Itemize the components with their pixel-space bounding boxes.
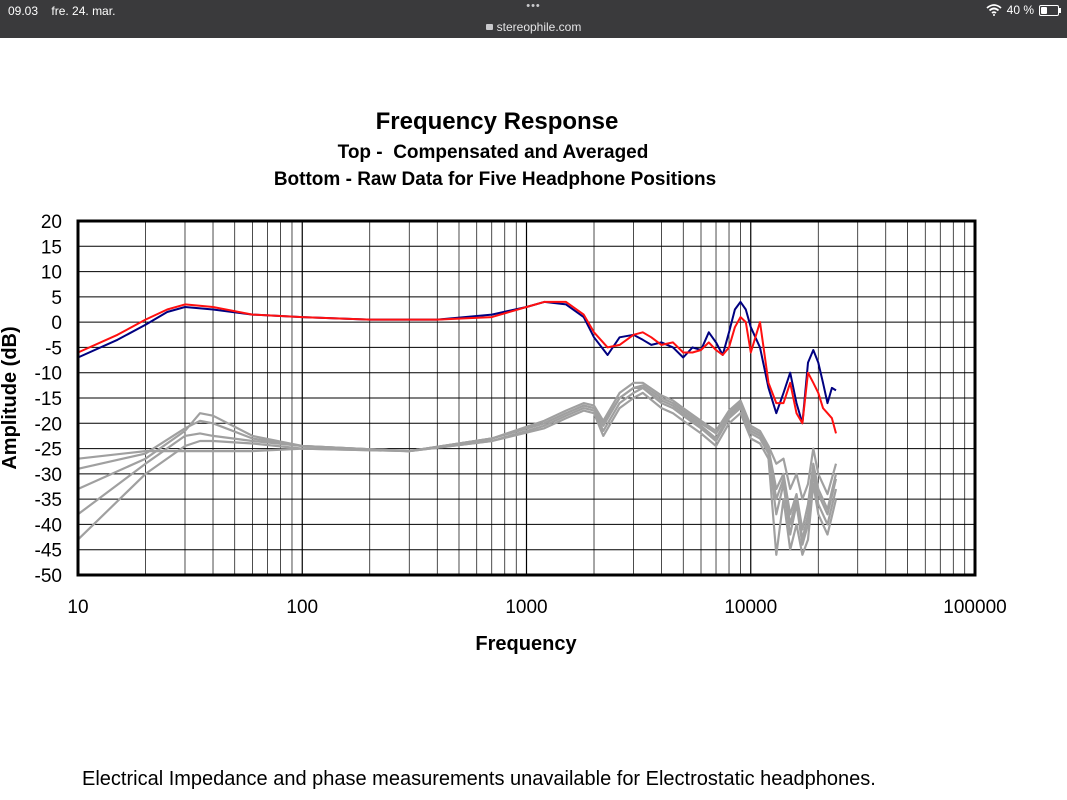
compensated-series-line (77, 300, 837, 425)
chart-grid (77, 220, 975, 576)
x-tick-label: 100000 (943, 597, 1006, 618)
x-axis-label: Frequency (475, 633, 577, 655)
chart-series (77, 300, 838, 556)
y-tick-label: -25 (35, 440, 62, 461)
compensated-series-line (77, 300, 837, 434)
y-tick-label: -45 (35, 541, 62, 562)
y-tick-label: -5 (45, 338, 62, 359)
status-right: 40 % (986, 3, 1061, 17)
y-tick-label: 5 (51, 288, 62, 309)
raw-series-line (77, 384, 838, 531)
y-axis-label: Amplitude (dB) (0, 326, 21, 469)
y-tick-label: 20 (41, 212, 62, 233)
chart-subtitle-top: Top - Compensated and Averaged (338, 142, 649, 163)
x-tick-label: 100 (286, 597, 318, 618)
y-tick-label: -20 (35, 414, 62, 435)
y-tick-label: -35 (35, 490, 62, 511)
status-date: fre. 24. mar. (51, 4, 116, 18)
status-bar: 09.03 fre. 24. mar. ••• stereophile.com … (0, 0, 1067, 38)
raw-series-line (77, 386, 838, 541)
status-time: 09.03 (8, 4, 39, 18)
x-axis-ticks: 10 100 1000 10000 100000 (67, 597, 1006, 618)
battery-percent: 40 % (1006, 3, 1034, 17)
chart-title: Frequency Response (376, 108, 619, 135)
multitask-dots-icon[interactable]: ••• (526, 0, 541, 12)
y-tick-label: 0 (51, 313, 62, 334)
address-bar[interactable]: stereophile.com (0, 20, 1067, 34)
raw-series-line (77, 386, 838, 546)
y-axis-ticks: 20 15 10 5 0 -5 -10 -15 -20 -25 -30 -35 -40 -45 -50 (35, 212, 62, 587)
plot-frame (76, 219, 977, 577)
chart-subtitle-bottom: Bottom - Raw Data for Five Headphone Pos… (274, 169, 716, 190)
wifi-icon (986, 4, 1002, 16)
y-tick-label: -10 (35, 364, 62, 385)
x-tick-label: 1000 (505, 597, 547, 618)
x-tick-label: 10000 (724, 597, 777, 618)
raw-series-line (77, 381, 838, 501)
y-tick-label: 10 (41, 263, 62, 284)
lock-icon (485, 24, 493, 30)
y-tick-label: 15 (41, 237, 62, 258)
status-left: 09.03 fre. 24. mar. (8, 4, 125, 18)
x-tick-label: 10 (67, 597, 88, 618)
y-tick-label: -40 (35, 515, 62, 536)
y-tick-label: -30 (35, 465, 62, 486)
y-tick-label: -50 (35, 566, 62, 587)
impedance-note: Electrical Impedance and phase measureme… (82, 768, 876, 790)
battery-icon (1039, 4, 1061, 16)
battery-fill (1041, 6, 1048, 14)
url-text: stereophile.com (496, 20, 582, 34)
y-tick-label: -15 (35, 389, 62, 410)
